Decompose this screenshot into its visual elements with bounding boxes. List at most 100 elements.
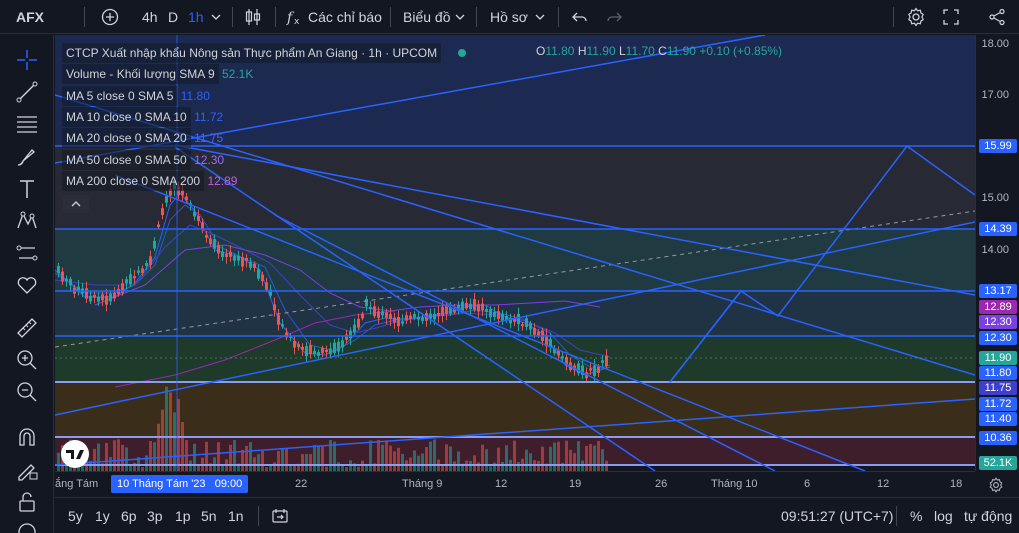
fullscreen-icon[interactable] xyxy=(942,8,960,26)
interval-1h[interactable]: 1h xyxy=(188,9,204,25)
candle-body xyxy=(529,323,532,330)
axis-settings-gear-icon[interactable] xyxy=(988,477,1004,493)
price-badge: 10.36 xyxy=(979,431,1017,445)
prediction-icon[interactable] xyxy=(14,240,40,266)
candle-body xyxy=(341,340,344,348)
zoom-out-icon[interactable] xyxy=(14,379,40,405)
candle-body xyxy=(217,244,220,254)
time-axis[interactable]: ắng Tám 10 Tháng Tám '23 09:00 22 Tháng … xyxy=(55,471,975,497)
time-tick: ắng Tám xyxy=(55,478,99,490)
price-tick: 18.00 xyxy=(981,38,1009,50)
percent-toggle[interactable]: % xyxy=(910,508,923,524)
legend-row-ma10[interactable]: MA 10 close 0 SMA 10 11.72 xyxy=(62,107,223,127)
candle-body xyxy=(333,342,336,353)
legend-title[interactable]: CTCP Xuất nhập khẩu Nông sản Thực phẩm A… xyxy=(62,43,442,63)
candle-body xyxy=(553,348,556,354)
candle-body xyxy=(505,315,508,321)
crosshair-icon[interactable] xyxy=(14,47,40,73)
indicators-button[interactable]: Các chỉ báo xyxy=(308,9,382,25)
chevron-down-icon[interactable] xyxy=(211,13,221,23)
volume-bar xyxy=(157,423,160,471)
candle-body xyxy=(85,288,88,299)
candle-body xyxy=(313,350,316,354)
undo-icon[interactable] xyxy=(571,9,589,25)
range-1m[interactable]: 1p xyxy=(175,508,191,524)
range-1d[interactable]: 1n xyxy=(228,508,244,524)
range-5y[interactable]: 5y xyxy=(68,508,83,524)
range-5d[interactable]: 5n xyxy=(201,508,217,524)
trend-line xyxy=(55,398,975,466)
candle-body xyxy=(429,313,432,319)
interval-4h[interactable]: 4h xyxy=(142,9,158,25)
volume-bar xyxy=(193,443,196,471)
candle-body xyxy=(369,306,372,310)
zoom-in-icon[interactable] xyxy=(14,347,40,373)
volume-bar xyxy=(57,452,60,471)
candle-body xyxy=(533,327,536,335)
volume-bar xyxy=(377,439,380,471)
candle-body xyxy=(181,190,184,196)
legend-row-ma200[interactable]: MA 200 close 0 SMA 200 12.89 xyxy=(62,171,237,191)
chevron-down-icon[interactable] xyxy=(455,13,465,23)
lock-drawing-icon[interactable] xyxy=(14,457,40,483)
price-badge: 12.89 xyxy=(979,300,1017,314)
redo-icon[interactable] xyxy=(605,9,623,25)
share-icon[interactable] xyxy=(988,8,1006,26)
candle-body xyxy=(445,304,448,314)
volume-bar xyxy=(577,441,580,471)
unlock-icon[interactable] xyxy=(14,489,40,515)
candle-body xyxy=(105,295,108,305)
volume-bar xyxy=(269,464,272,471)
log-toggle[interactable]: log xyxy=(934,508,953,524)
horizontal-lines-icon[interactable] xyxy=(14,111,40,137)
ruler-icon[interactable] xyxy=(14,315,40,341)
candle-body xyxy=(593,365,596,377)
pattern-icon[interactable] xyxy=(14,208,40,234)
brush-icon[interactable] xyxy=(14,144,40,170)
legend-row-ma5[interactable]: MA 5 close 0 SMA 5 11.80 xyxy=(62,86,210,106)
range-6m[interactable]: 6p xyxy=(121,508,137,524)
candle-body xyxy=(249,261,252,268)
volume-bar xyxy=(573,453,576,471)
candle-body xyxy=(437,312,440,316)
auto-scale-toggle[interactable]: tự động xyxy=(964,508,1013,524)
volume-bar xyxy=(145,455,148,471)
settings-gear-icon[interactable] xyxy=(906,7,926,27)
symbol-search[interactable]: AFX xyxy=(16,9,44,25)
candle-body xyxy=(473,299,476,310)
trend-line-icon[interactable] xyxy=(14,79,40,105)
price-badge: 15.99 xyxy=(979,139,1017,153)
volume-bar xyxy=(173,412,176,471)
magnet-icon[interactable] xyxy=(14,425,40,451)
compare-plus-icon[interactable] xyxy=(100,7,120,27)
volume-bar xyxy=(333,441,336,471)
ma-200-line xyxy=(114,310,396,388)
legend-row-ma50[interactable]: MA 50 close 0 SMA 50 12.30 xyxy=(62,150,224,170)
collapse-legend-button[interactable] xyxy=(63,195,89,213)
candle-body xyxy=(581,365,584,375)
price-axis[interactable]: 18.00 17.00 15.00 14.00 15.99 14.39 13.1… xyxy=(975,35,1019,471)
heart-icon[interactable] xyxy=(14,272,40,298)
profile-button[interactable]: Hồ sơ xyxy=(490,9,528,25)
divider xyxy=(84,7,85,27)
range-1y[interactable]: 1y xyxy=(95,508,110,524)
eye-icon[interactable] xyxy=(14,519,40,533)
zone-band xyxy=(55,291,975,336)
interval-d[interactable]: D xyxy=(168,9,179,25)
volume-bar xyxy=(417,455,420,471)
clock-readout[interactable]: 09:51:27 (UTC+7) xyxy=(781,508,894,524)
trend-line xyxy=(55,221,975,416)
chevron-down-icon[interactable] xyxy=(535,13,545,23)
text-tool-icon[interactable] xyxy=(14,176,40,202)
date-range-icon[interactable] xyxy=(271,507,289,525)
legend-row-ma20[interactable]: MA 20 close 0 SMA 20 11.75 xyxy=(62,128,223,148)
candle-body xyxy=(229,251,232,257)
chart-type-button[interactable]: Biểu đồ xyxy=(403,9,451,25)
tradingview-logo[interactable] xyxy=(61,440,89,468)
range-3m[interactable]: 3p xyxy=(147,508,163,524)
legend-row-volume[interactable]: Volume - Khối lượng SMA 9 52.1K xyxy=(62,64,253,84)
candles-icon[interactable] xyxy=(243,7,263,27)
candle-body xyxy=(589,368,592,371)
